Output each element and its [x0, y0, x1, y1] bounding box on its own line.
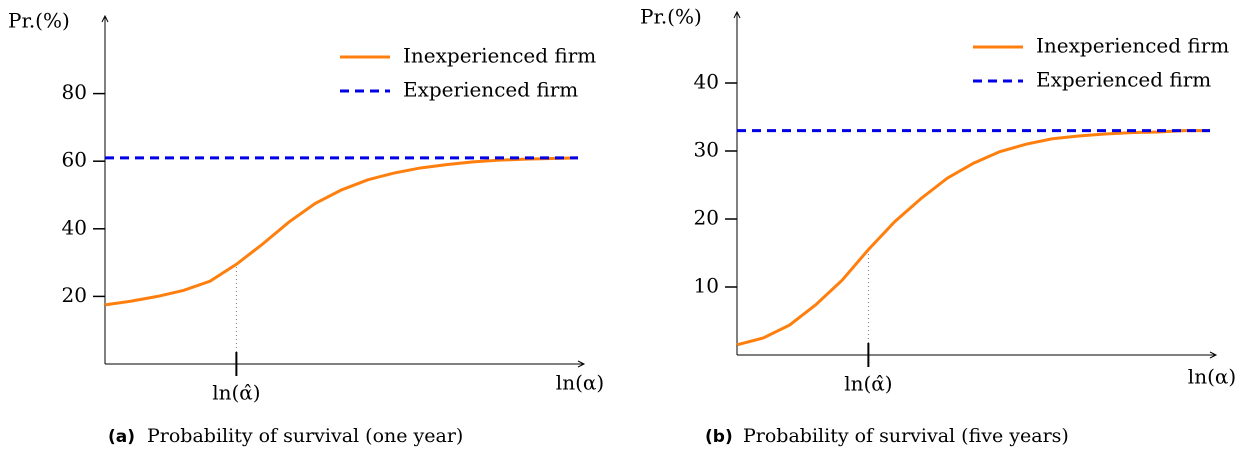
- y-tick-label: 30: [694, 138, 719, 162]
- y-tick-label: 10: [694, 274, 719, 298]
- y-tick-label: 20: [62, 283, 87, 307]
- caption-tag: (a): [108, 427, 135, 447]
- caption: Probability of survival (one year): [147, 425, 463, 447]
- y-axis-arrow: [733, 10, 741, 19]
- caption-tag: (b): [705, 427, 733, 447]
- legend-label: Experienced firm: [403, 78, 578, 102]
- series-line: [104, 156, 579, 307]
- y-axis-label: Pr.(%): [640, 5, 702, 29]
- x-tick-label: ln(α̂): [844, 372, 892, 396]
- legend-label: Inexperienced firm: [1036, 34, 1229, 58]
- x-tick-label: ln(α̂): [212, 381, 260, 405]
- x-axis-arrow: [1209, 351, 1218, 359]
- y-axis-arrow: [101, 14, 109, 23]
- y-tick-label: 20: [694, 206, 719, 230]
- y-tick-label: 60: [62, 148, 87, 172]
- x-axis-arrow: [577, 360, 586, 368]
- legend-label: Inexperienced firm: [403, 44, 596, 68]
- caption: Probability of survival (five years): [743, 425, 1069, 447]
- series-line: [736, 129, 1210, 347]
- y-axis-label: Pr.(%): [8, 9, 70, 33]
- y-tick-label: 40: [694, 70, 719, 94]
- x-axis-label: ln(α): [1188, 365, 1236, 389]
- legend-label: Experienced firm: [1036, 68, 1211, 92]
- y-tick-label: 80: [62, 80, 87, 104]
- x-axis-label: ln(α): [556, 371, 604, 395]
- y-tick-label: 40: [62, 215, 87, 239]
